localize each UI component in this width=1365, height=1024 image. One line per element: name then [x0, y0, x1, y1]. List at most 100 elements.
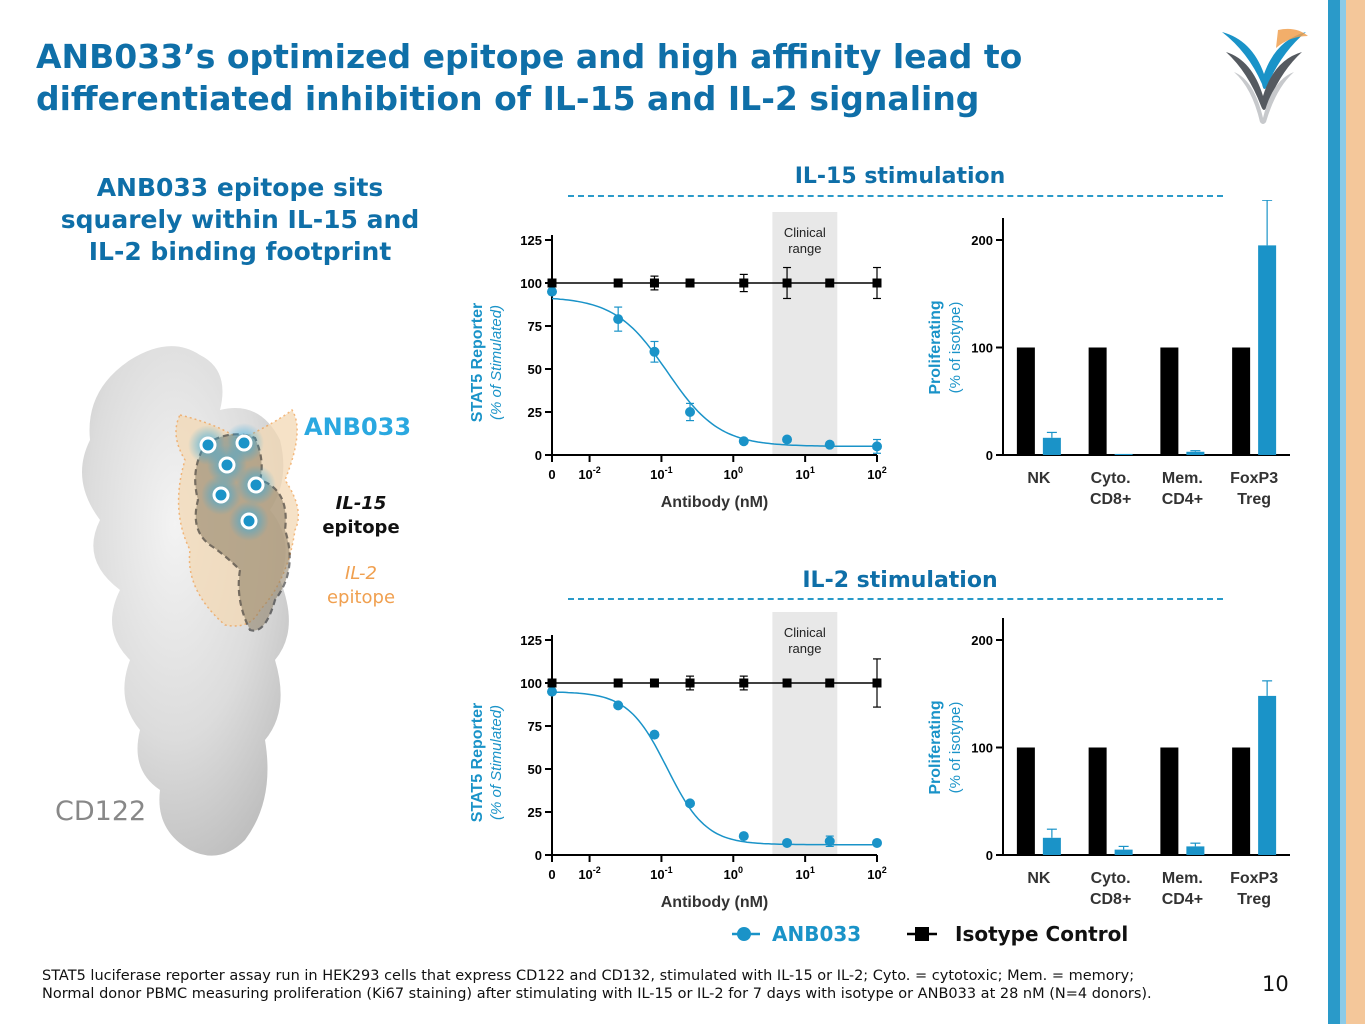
- anb033-fit-curve: [551, 297, 878, 448]
- il15-epitope-label-line1: IL-15: [335, 493, 387, 514]
- isotype-point: [685, 278, 695, 288]
- y-tick-label: 25: [528, 405, 542, 420]
- category-label: Cyto.: [1091, 870, 1131, 887]
- epitope-subtitle: ANB033 epitope sits squarely within IL-1…: [60, 173, 420, 266]
- anb033-fit-curve: [551, 691, 877, 846]
- y-tick-label: 200: [971, 633, 993, 648]
- isotype-point: [649, 678, 659, 688]
- anb033-point: [685, 798, 696, 809]
- y-tick-label: 100: [971, 741, 993, 756]
- isotype-point: [825, 278, 835, 288]
- clinical-range-label-line1: Clinical: [784, 625, 826, 640]
- isotype-bar: [1088, 347, 1107, 455]
- il2-proliferation-chart: 0 100 200 Proliferating (% of isotype) NK Cyto…: [927, 618, 1290, 908]
- isotype-bar: [1160, 347, 1179, 455]
- x-tick-label: 10-2: [578, 465, 600, 482]
- anb033-point: [782, 837, 793, 848]
- category-label: Treg: [1237, 891, 1271, 908]
- anb033-point: [824, 439, 835, 450]
- anb033-point: [613, 700, 624, 711]
- anb033-point: [649, 729, 660, 740]
- footnote-line-2: Normal donor PBMC measuring proliferatio…: [42, 986, 1152, 1002]
- il2-epitope-label: IL-2 epitope: [316, 562, 406, 610]
- isotype-point: [649, 278, 659, 288]
- x-tick-label: 0: [548, 867, 555, 882]
- x-tick-label: 101: [795, 865, 814, 882]
- x-axis-label: Antibody (nM): [661, 894, 769, 911]
- clinical-range-label-line2: range: [788, 241, 821, 256]
- x-tick-label: 102: [867, 865, 886, 882]
- isotype-point: [739, 678, 749, 688]
- y-tick-label: 25: [528, 805, 542, 820]
- legend-isotype-label: Isotype Control: [955, 922, 1129, 946]
- anb033-bar: [1258, 695, 1277, 855]
- legend-anb033-label: ANB033: [772, 922, 862, 946]
- isotype-bar: [1016, 747, 1035, 855]
- isotype-bar: [1232, 747, 1251, 855]
- y-tick-label: 100: [520, 276, 542, 291]
- isotype-point: [613, 278, 623, 288]
- anb033-point: [872, 441, 882, 452]
- y-axis-sublabel: (% of isotype): [947, 302, 964, 394]
- anb033-bar: [1114, 849, 1133, 855]
- anb033-bar: [1258, 245, 1277, 455]
- isotype-point: [547, 678, 557, 688]
- category-label: FoxP3: [1230, 470, 1278, 487]
- isotype-point: [872, 678, 882, 688]
- category-label: Mem.: [1162, 870, 1203, 887]
- anb033-point: [685, 407, 696, 417]
- anb033-point: [872, 837, 882, 848]
- cd122-label: CD122: [55, 796, 147, 827]
- isotype-point: [739, 278, 749, 288]
- x-tick-label: 100: [724, 865, 743, 882]
- y-axis-label: STAT5 Reporter: [469, 703, 486, 822]
- category-label: FoxP3: [1230, 870, 1278, 887]
- category-label: CD4+: [1162, 891, 1203, 908]
- category-label: CD8+: [1090, 891, 1131, 908]
- cd122-structure-illustration: [82, 346, 300, 856]
- clinical-range-label-line2: range: [788, 641, 821, 656]
- anb033-point: [738, 831, 749, 842]
- isotype-bar: [1016, 347, 1035, 455]
- y-tick-label: 75: [528, 719, 542, 734]
- x-axis-label: Antibody (nM): [661, 494, 769, 511]
- isotype-point: [872, 278, 882, 288]
- x-tick-label: 100: [724, 465, 743, 482]
- isotype-point: [547, 278, 557, 288]
- isotype-point: [782, 678, 792, 688]
- il15-section-divider: [568, 195, 1223, 197]
- category-label: NK: [1027, 470, 1051, 487]
- legend-isotype-marker: [907, 927, 937, 941]
- edge-stripe-blue: [1328, 0, 1340, 1024]
- y-axis-sublabel: (% of isotype): [947, 702, 964, 794]
- y-tick-label: 50: [528, 362, 542, 377]
- isotype-point: [782, 278, 792, 288]
- anb033-point: [613, 314, 624, 325]
- category-label: Treg: [1237, 491, 1271, 508]
- x-tick-label: 10-2: [578, 865, 600, 882]
- y-tick-label: 125: [520, 233, 542, 248]
- x-tick-label: 10-1: [650, 465, 672, 482]
- y-axis-label: Proliferating: [927, 300, 944, 394]
- y-tick-label: 0: [986, 448, 993, 463]
- isotype-bar: [1160, 747, 1179, 855]
- y-tick-label: 100: [971, 341, 993, 356]
- anb033-bar: [1186, 451, 1205, 455]
- x-tick-label: 101: [795, 465, 814, 482]
- anb033-point: [824, 836, 835, 847]
- il15-proliferation-chart: 0 100 200 Proliferating (% of isotype) NK Cyto…: [927, 200, 1290, 508]
- category-label: CD8+: [1090, 491, 1131, 508]
- legend-anb033-marker: [732, 927, 760, 941]
- page-title: ANB033’s optimized epitope and high affi…: [36, 37, 1023, 118]
- company-logo: [1222, 28, 1308, 124]
- x-tick-label: 10-1: [650, 865, 672, 882]
- y-tick-label: 0: [535, 848, 542, 863]
- anb033-point: [547, 286, 557, 297]
- isotype-bar: [1088, 747, 1107, 855]
- clinical-range-band: [772, 612, 838, 855]
- isotype-point: [685, 678, 695, 688]
- il2-section-divider: [568, 598, 1223, 600]
- y-axis-label: STAT5 Reporter: [469, 303, 486, 422]
- y-tick-label: 0: [535, 448, 542, 463]
